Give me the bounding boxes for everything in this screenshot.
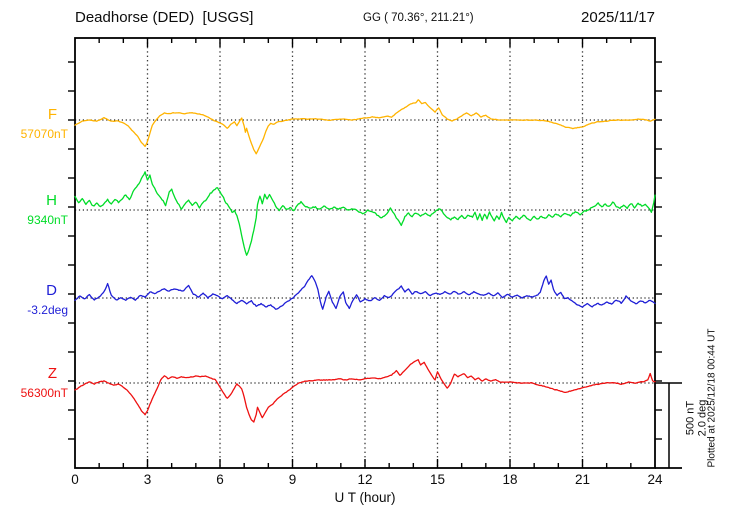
observatory-title: Deadhorse (DED) [USGS] xyxy=(75,9,254,26)
trace-d xyxy=(74,275,656,310)
channel-baseline-f: 57070nT xyxy=(20,127,68,141)
x-tick-12: 12 xyxy=(357,472,373,487)
trace-h xyxy=(74,171,656,256)
plotted-at-timestamp: Plotted at 2025/12/18 00:44 UT xyxy=(706,328,718,468)
plot-date: 2025/11/17 xyxy=(581,9,655,26)
channel-baseline-d: -3.2deg xyxy=(27,303,68,317)
channel-name-f: F xyxy=(47,106,57,123)
x-tick-9: 9 xyxy=(288,472,297,487)
channel-name-h: H xyxy=(46,192,57,209)
channel-label-h: H 9340nT xyxy=(14,193,68,226)
x-tick-3: 3 xyxy=(143,472,152,487)
x-tick-18: 18 xyxy=(502,472,518,487)
channel-name-z: Z xyxy=(47,365,57,382)
x-tick-24: 24 xyxy=(647,472,663,487)
trace-z xyxy=(74,359,656,423)
x-axis-label: U T (hour) xyxy=(334,490,396,505)
geographic-coordinates: GG ( 70.36°, 211.21°) xyxy=(363,12,474,24)
channel-name-d: D xyxy=(46,282,57,299)
x-tick-21: 21 xyxy=(574,472,591,487)
channel-baseline-z: 56300nT xyxy=(20,386,68,400)
channel-label-z: Z 56300nT xyxy=(14,366,68,399)
channel-label-d: D -3.2deg xyxy=(14,283,68,316)
scale-bar-label: 500 nT 2.0 deg xyxy=(684,400,709,437)
x-tick-6: 6 xyxy=(216,472,224,487)
scale-bar-nt: 500 nT xyxy=(684,400,697,436)
x-tick-0: 0 xyxy=(71,472,79,487)
channel-baseline-h: 9340nT xyxy=(27,213,68,227)
x-tick-15: 15 xyxy=(429,472,446,487)
channel-label-f: F 57070nT xyxy=(14,107,68,140)
trace-f xyxy=(74,99,656,155)
